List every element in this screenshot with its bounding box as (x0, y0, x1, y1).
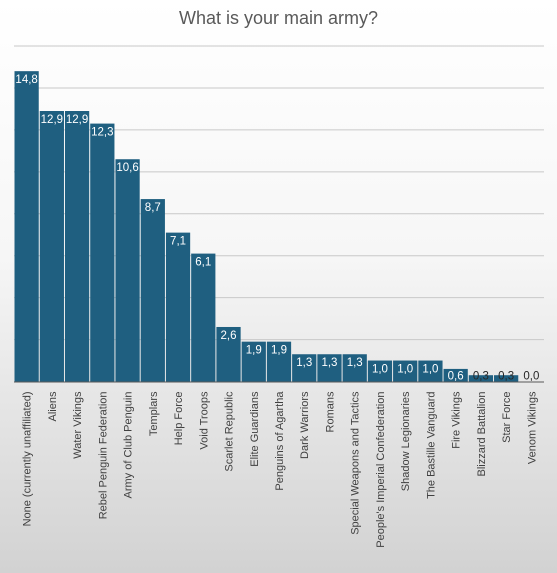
bar (64, 111, 90, 382)
x-tick-label: People's Imperial Confederation (375, 392, 387, 548)
x-tick-label: Elite Guardians (249, 391, 261, 467)
data-label: 10,6 (116, 162, 138, 174)
chart-title: What is your main army? (179, 8, 378, 28)
bar (393, 360, 418, 382)
data-label: 1,0 (372, 364, 388, 376)
bar (342, 354, 367, 382)
data-label: 1,9 (271, 345, 287, 357)
data-label: 7,1 (170, 236, 186, 248)
x-tick-label: Aliens (47, 391, 59, 421)
data-labels: 14,812,9 12,912,310,68,77,16,12,61,9 1,91,… (15, 74, 539, 382)
bar (39, 111, 64, 382)
x-tick-label: Venom Vikings (526, 391, 538, 464)
x-tick-label: Templars (148, 391, 160, 436)
bar (115, 159, 140, 382)
x-tick-label: Dark Warriors (299, 391, 311, 459)
x-tick-label: Void Troops (198, 391, 210, 450)
x-tick-label: Shadow Legionaries (400, 391, 412, 491)
data-label: 0,3 (473, 371, 489, 383)
data-label: 1,3 (321, 357, 337, 369)
bar (14, 71, 39, 382)
x-tick-label: Help Force (173, 392, 185, 446)
data-label: 6,1 (195, 257, 211, 269)
data-label: 0,6 (448, 371, 464, 383)
x-tick-label: Blizzard Battalion (476, 392, 488, 477)
bars (14, 71, 519, 382)
bar (443, 368, 468, 382)
bar (468, 375, 494, 382)
data-label: 0,0 (523, 371, 539, 383)
data-label: 12,3 (91, 127, 113, 139)
bar (266, 341, 292, 382)
x-tick-label: Army of Club Penguin (123, 392, 135, 499)
bar (90, 123, 115, 382)
x-tick-label: Romans (324, 391, 336, 432)
data-label: 0,3 (498, 371, 514, 383)
bar (140, 199, 165, 382)
x-tick-label: Scarlet Republic (224, 391, 236, 472)
bar (494, 375, 519, 382)
data-label: 1,0 (422, 364, 438, 376)
bar (418, 360, 443, 382)
bar (317, 354, 342, 382)
x-tick-label: Special Weapons and Tactics (350, 391, 362, 535)
bar (191, 253, 216, 382)
data-label: 12,9 (66, 114, 88, 126)
bar (241, 341, 266, 382)
x-tick-label: Fire Vikings (451, 391, 463, 449)
data-label: 12,9 (41, 114, 63, 126)
data-label: 14,8 (15, 74, 37, 86)
x-tick-label: Rebel Penguin Federation (97, 392, 109, 520)
data-label: 1,3 (347, 357, 363, 369)
bar (292, 354, 317, 382)
x-tick-label: None (currently unaffiliated) (22, 392, 34, 527)
bar (216, 326, 241, 382)
x-tick-labels: None (currently unaffiliated) Aliens Water… (22, 391, 539, 548)
data-label: 1,0 (397, 364, 413, 376)
x-tick-label: The Bastille Vanguard (425, 392, 437, 499)
data-label: 8,7 (145, 202, 161, 214)
x-tick-label: Water Vikings (72, 391, 84, 459)
data-label: 1,9 (246, 345, 262, 357)
bar (367, 360, 393, 382)
data-label: 2,6 (221, 330, 237, 342)
data-label: 1,3 (296, 357, 312, 369)
x-tick-label: Star Force (501, 391, 513, 442)
bar (165, 232, 191, 382)
x-tick-label: Penguins of Agartha (274, 391, 286, 491)
